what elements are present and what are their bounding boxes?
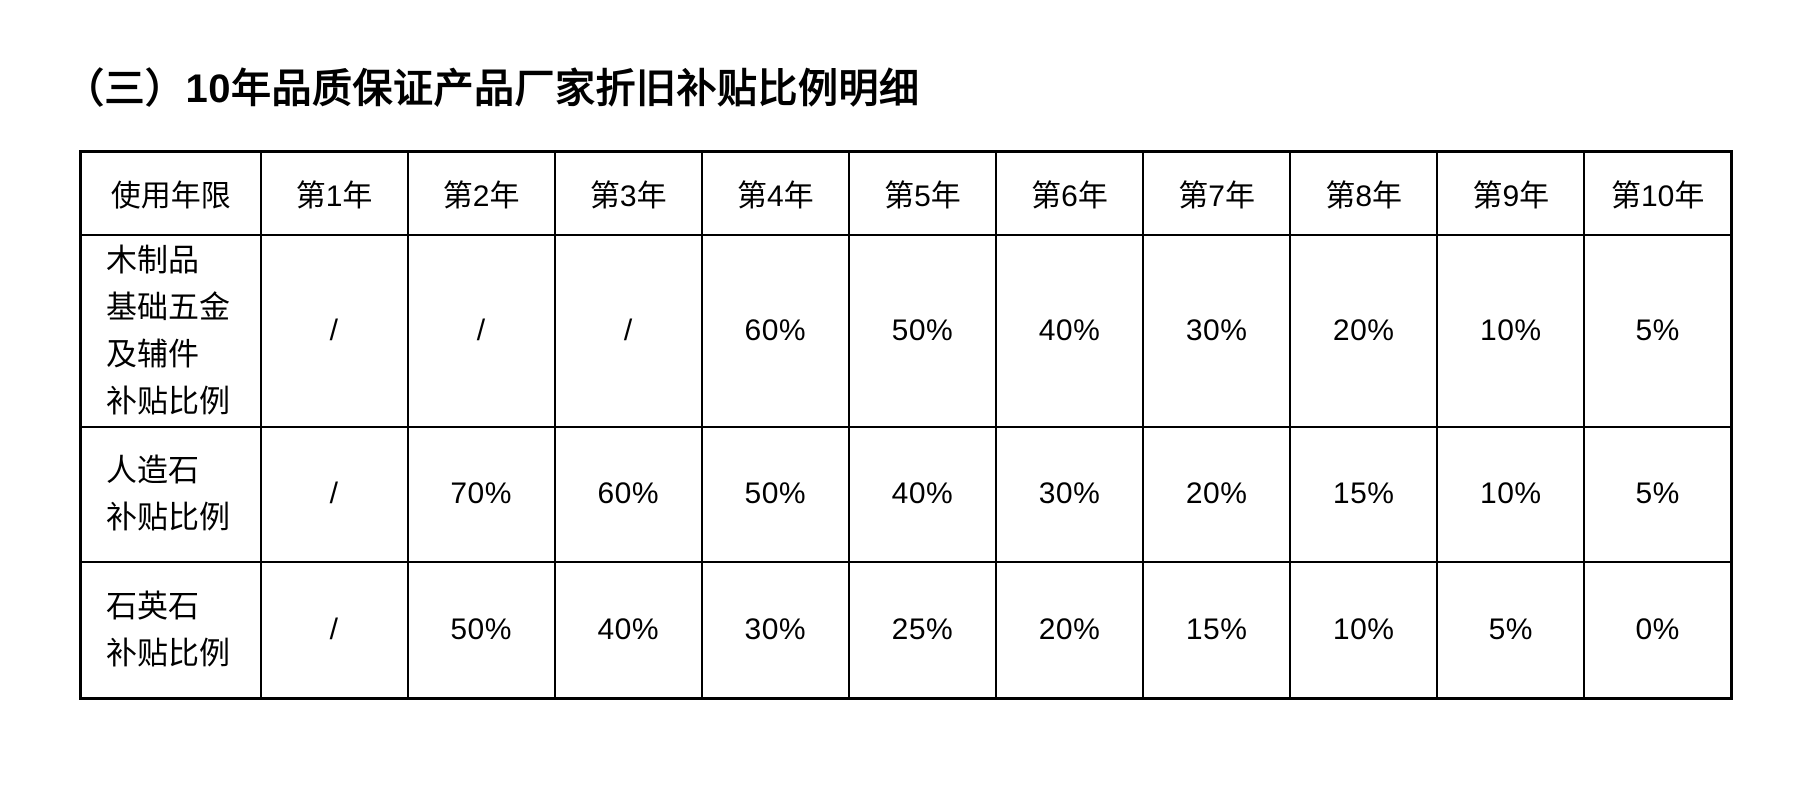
header-cell-year-2: 第2年 [406,150,556,236]
value-cell: 40% [847,425,997,563]
value-cell: 50% [700,425,850,563]
value-cell: / [259,233,409,428]
value-cell: 70% [406,425,556,563]
value-cell: / [259,560,409,700]
value-cell: 40% [553,560,703,700]
row-label-line: 石英石 [106,588,199,624]
header-cell-year-7: 第7年 [1142,150,1292,236]
value-cell: 10% [1289,560,1439,700]
header-cell-year-10: 第10年 [1583,150,1733,236]
table-header-row: 使用年限 第1年 第2年 第3年 第4年 第5年 第6年 第7年 第8年 第9年 第10年 [79,150,1733,236]
table-row: 木制品 基础五金 及辅件 补贴比例 / //60% 50% 40% 30% 20% 10% 5% [79,233,1733,428]
value-cell: 10% [1436,425,1586,563]
header-cell-year-6: 第6年 [994,150,1145,236]
row-label-line: 补贴比例 [106,383,230,419]
header-cell-usage-years: 使用年限 [79,150,262,236]
table-row: 石英石 补贴比例/50% 40% 30% 25% 20% 15% 10% 5% 0% [79,560,1733,700]
table-row: 人造石 补贴比例/70% 60% 50% 40% 30% 20% 15% 10% 5% [79,425,1733,563]
value-cell: / [406,233,556,428]
value-cell: 30% [700,560,850,700]
header-cell-year-5: 第5年 [847,150,997,236]
value-cell: 15% [1142,560,1292,700]
value-cell: 30% [994,425,1145,563]
value-cell: 10% [1436,233,1586,428]
value-cell: 60% [700,233,850,428]
value-cell: 20% [1289,233,1439,428]
value-cell: 20% [994,560,1145,700]
row-label: 人造石 补贴比例 [79,425,262,563]
value-cell: 60% [553,425,703,563]
header-cell-year-3: 第3年 [553,150,703,236]
value-cell: 50% [406,560,556,700]
value-cell: 50% [847,233,997,428]
row-label-line: 及辅件 [106,336,199,372]
value-cell: 30% [1142,233,1292,428]
value-cell: / [553,233,703,428]
row-label-line: 人造石 [106,453,199,488]
value-cell: / [259,425,409,563]
depreciation-subsidy-table: 使用年限 第1年 第2年 第3年 第4年 第5年 第6年 第7年 第8年 第9年 第10年 木制品基… [79,150,1733,700]
value-cell: 25% [847,560,997,700]
header-cell-year-1: 第1年 [259,150,409,236]
row-label-line: 补贴比例 [106,635,230,671]
row-label: 木制品基础五金及辅件补贴比例 [79,233,262,428]
header-cell-year-8: 第8年 [1289,150,1439,236]
row-label-line: 木制品 [106,242,199,278]
section-title: （三）10年品质保证产品厂家折旧补贴比例明细 [64,67,920,111]
value-cell: 5% [1583,425,1733,563]
value-cell: 5% [1583,233,1733,428]
value-cell: 5% [1436,560,1586,700]
row-label-line: 基础五金 [106,289,230,325]
value-cell: 20% [1142,425,1292,563]
header-cell-year-9: 第9年 [1436,150,1586,236]
value-cell: 40% [994,233,1145,428]
header-cell-year-4: 第4年 [700,150,850,236]
row-label: 石英石 补贴比例 [79,560,262,700]
value-cell: 0% [1583,560,1733,700]
value-cell: 15% [1289,425,1439,563]
table-body: 木制品 基础五金 及辅件 补贴比例 / //60% 50% 40% 30% 20% 10% 5% 人造石… [79,233,1733,700]
row-label-line: 补贴比例 [106,500,230,535]
